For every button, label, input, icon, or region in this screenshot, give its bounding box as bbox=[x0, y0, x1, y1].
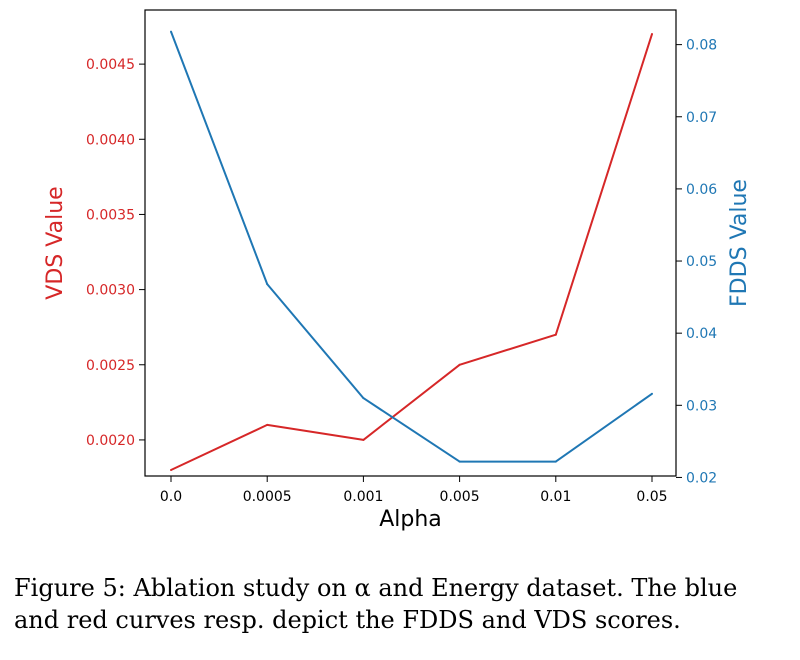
vds-data-point bbox=[554, 333, 557, 336]
left-y-tick-label: 0.0045 bbox=[86, 57, 135, 73]
fdds-data-point bbox=[458, 460, 461, 463]
x-tick-label: 0.0005 bbox=[243, 489, 292, 505]
left-y-tick-label: 0.0040 bbox=[86, 132, 135, 148]
vds-series-line bbox=[170, 33, 653, 471]
left-y-tick-label: 0.0025 bbox=[86, 358, 135, 374]
right-y-tick-label: 0.06 bbox=[686, 182, 717, 198]
chart: 0.0 0.0005 0.001 0.005 0.01 0.05 Alpha 0.0020 0.… bbox=[43, 9, 752, 532]
x-axis-label: Alpha bbox=[379, 507, 442, 532]
x-tick-label: 0.0 bbox=[160, 489, 182, 505]
fdds-data-point bbox=[554, 460, 557, 463]
right-y-tick-label: 0.03 bbox=[686, 398, 717, 414]
figure-caption: Figure 5: Ablation study on α and Energy… bbox=[14, 572, 794, 636]
fdds-series-line bbox=[170, 31, 653, 463]
fdds-data-point bbox=[651, 392, 653, 395]
x-tick-label: 0.01 bbox=[540, 489, 571, 505]
x-tick-label: 0.005 bbox=[440, 489, 480, 505]
vds-data-point bbox=[362, 438, 365, 441]
left-y-tick-label: 0.0035 bbox=[86, 207, 135, 223]
right-y-axis-label: FDDS Value bbox=[727, 179, 752, 307]
fdds-data-point bbox=[170, 30, 172, 33]
left-y-tick-label: 0.0030 bbox=[86, 283, 135, 299]
left-y-axis-label: VDS Value bbox=[43, 186, 68, 299]
right-y-tick-label: 0.04 bbox=[686, 326, 717, 342]
vds-data-point bbox=[651, 33, 653, 36]
right-y-tick-label: 0.05 bbox=[686, 254, 717, 270]
caption-line-1: Figure 5: Ablation study on α and Energy… bbox=[14, 574, 738, 602]
vds-data-point bbox=[266, 423, 269, 426]
right-y-tick-label: 0.08 bbox=[686, 38, 717, 54]
right-y-tick-label: 0.07 bbox=[686, 110, 717, 126]
x-tick-label: 0.05 bbox=[636, 489, 667, 505]
x-tick-label: 0.001 bbox=[343, 489, 383, 505]
fdds-data-point bbox=[362, 397, 365, 400]
fdds-data-point bbox=[266, 283, 269, 286]
caption-line-2: and red curves resp. depict the FDDS and… bbox=[14, 606, 681, 634]
vds-data-point bbox=[458, 363, 461, 366]
vds-data-point bbox=[170, 468, 172, 471]
right-y-tick-label: 0.02 bbox=[686, 470, 717, 486]
plot-frame bbox=[144, 9, 677, 477]
left-y-tick-label: 0.0020 bbox=[86, 433, 135, 449]
